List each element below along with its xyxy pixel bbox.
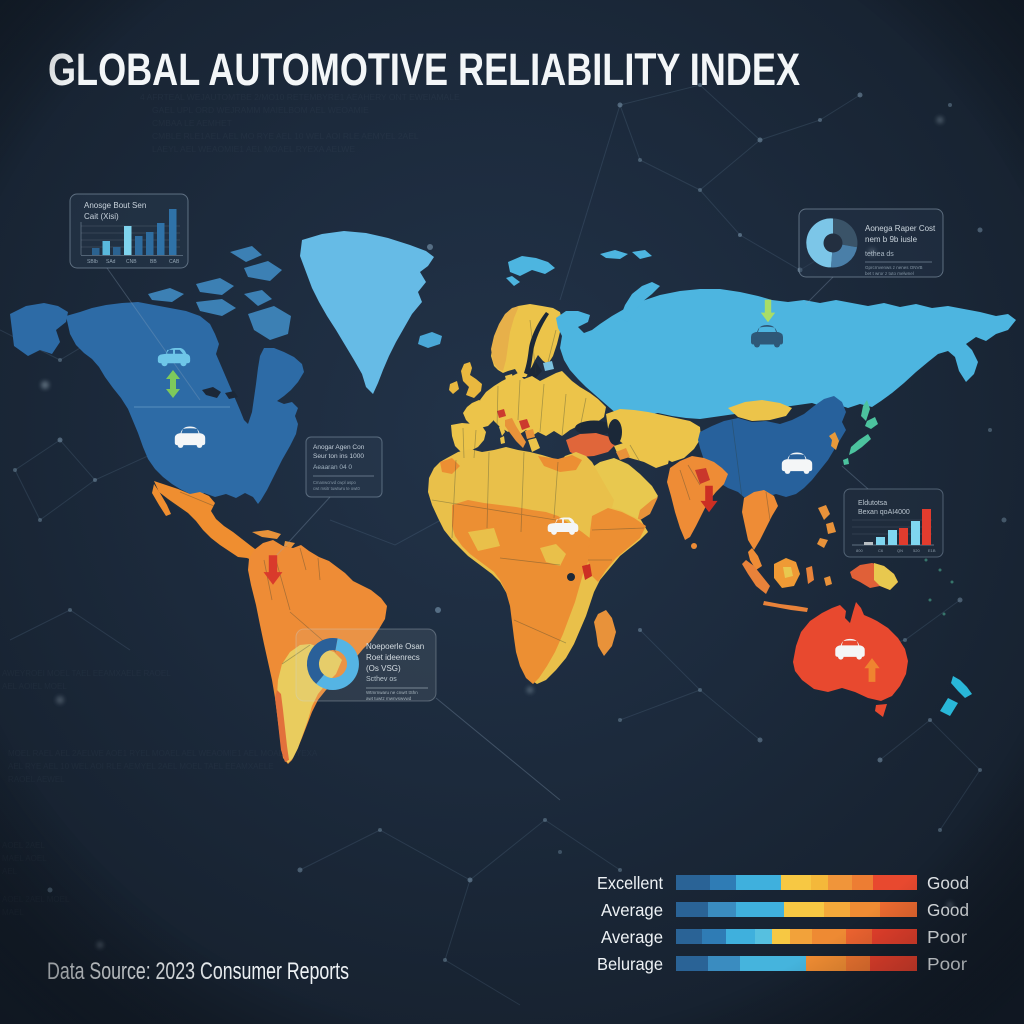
svg-text:cwt msitr tuwtwru te owt0: cwt msitr tuwtwru te owt0 xyxy=(313,486,360,491)
svg-text:BB: BB xyxy=(150,259,157,265)
svg-text:Good: Good xyxy=(927,900,969,920)
svg-text:800: 800 xyxy=(856,548,863,553)
svg-text:Cait (Xisi): Cait (Xisi) xyxy=(84,212,119,221)
svg-text:Bexan qoAI4000: Bexan qoAI4000 xyxy=(858,509,910,516)
svg-text:MOEL RAEL AEL 2AELWE AOE1 RYEL: MOEL RAEL AEL 2AELWE AOE1 RYEL MOAEL AEL… xyxy=(8,749,318,758)
svg-text:CMBAA LE AEMHET: CMBAA LE AEMHET xyxy=(152,118,232,128)
svg-text:Aeaaran 04 0: Aeaaran 04 0 xyxy=(313,464,352,471)
svg-text:tethea ds: tethea ds xyxy=(865,251,894,258)
svg-text:RAOEL AEWEL: RAOEL AEWEL xyxy=(8,775,65,784)
svg-text:bet t wror z tuto melwnel: bet t wror z tuto melwnel xyxy=(865,271,914,276)
svg-text:Poor: Poor xyxy=(927,954,967,974)
svg-text:Wtmrnwaru ne cnwrt tShn: Wtmrnwaru ne cnwrt tShn xyxy=(366,690,418,695)
svg-text:MAEL: MAEL xyxy=(2,908,24,917)
svg-text:Data Source: 2023 Consumer Rep: Data Source: 2023 Consumer Reports xyxy=(47,958,349,985)
svg-text:CNB: CNB xyxy=(126,259,137,265)
svg-text:Scthev os: Scthev os xyxy=(366,676,397,683)
svg-text:Eldutotsa: Eldutotsa xyxy=(858,500,887,507)
svg-text:AOEL 2AEL MOEL: AOEL 2AEL MOEL xyxy=(2,895,70,904)
svg-text:Anosge Bout Sen: Anosge Bout Sen xyxy=(84,201,146,210)
svg-text:nem b 9b iusle: nem b 9b iusle xyxy=(865,235,918,244)
svg-text:Cmanwcnvd cwpl aspo: Cmanwcnvd cwpl aspo xyxy=(313,480,356,485)
svg-text:Noepoerle Osan: Noepoerle Osan xyxy=(366,642,424,651)
svg-text:AEL AOIEL MOEL: AEL AOIEL MOEL xyxy=(2,682,67,691)
svg-text:GLOBAL AUTOMOTIVE RELIABILITY: GLOBAL AUTOMOTIVE RELIABILITY INDEX xyxy=(48,44,800,95)
svg-text:SAd: SAd xyxy=(106,259,116,265)
svg-text:QN: QN xyxy=(897,548,903,553)
svg-text:AEL RYE AEL 10 WEL AOI RLE AEM: AEL RYE AEL 10 WEL AOI RLE AEMYEL 2AEL M… xyxy=(8,762,274,771)
svg-text:MAEL AOEL: MAEL AOEL xyxy=(2,854,47,863)
svg-text:Excellent: Excellent xyxy=(597,873,663,893)
svg-text:Gprcrnvenws z nenes ONVB: Gprcrnvenws z nenes ONVB xyxy=(865,265,923,270)
svg-text:LAEYL AEL WEAOMIE1 AEL MOAEL R: LAEYL AEL WEAOMIE1 AEL MOAEL RYEXA AELWE xyxy=(152,144,355,154)
svg-text:GAEL UPL ORD WEJRAMM MAIELBOM: GAEL UPL ORD WEJRAMM MAIELBOM AEL WEOAMI… xyxy=(152,105,369,115)
svg-text:AWEYROEI MOEL TAEL EEAMXAELE R: AWEYROEI MOEL TAEL EEAMXAELE RAOEL xyxy=(2,669,171,678)
svg-text:AEL: AEL xyxy=(2,867,18,876)
svg-text:Good: Good xyxy=(927,873,969,893)
svg-text:Anogar Agen Con: Anogar Agen Con xyxy=(313,444,365,451)
svg-text:Poor: Poor xyxy=(927,927,967,947)
svg-text:(Os VSG): (Os VSG) xyxy=(366,664,401,673)
svg-text:E1B: E1B xyxy=(928,548,936,553)
svg-text:Belurage: Belurage xyxy=(597,954,663,974)
svg-text:Average: Average xyxy=(601,927,663,947)
svg-text:Average: Average xyxy=(601,900,663,920)
svg-text:CMBLE RLE1AEL AEL MO RYE AEL 1: CMBLE RLE1AEL AEL MO RYE AEL 10 WEL AOI … xyxy=(152,131,419,141)
svg-text:520: 520 xyxy=(913,548,920,553)
svg-text:CAB: CAB xyxy=(169,259,180,265)
svg-text:SBIb: SBIb xyxy=(87,259,98,265)
svg-text:Aonega Raper Cost: Aonega Raper Cost xyxy=(865,224,936,233)
svg-text:Roet ideenrecs: Roet ideenrecs xyxy=(366,653,420,662)
svg-text:Seur ton ins 1000: Seur ton ins 1000 xyxy=(313,453,364,460)
svg-text:AOEL 2AEL: AOEL 2AEL xyxy=(2,841,45,850)
svg-text:C6: C6 xyxy=(878,548,884,553)
svg-text:awt tuwtz mwnvswvwd: awt tuwtz mwnvswvwd xyxy=(366,696,412,701)
